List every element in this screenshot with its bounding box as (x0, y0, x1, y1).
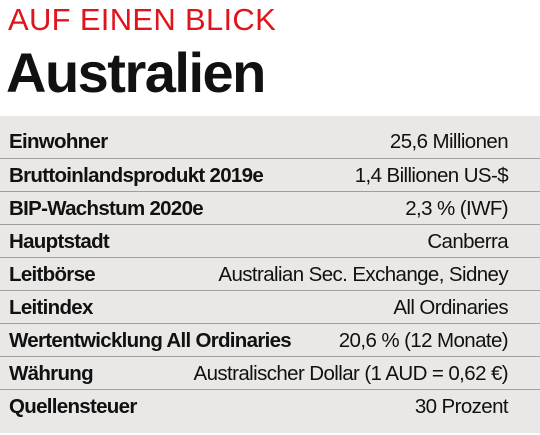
fact-label: Leitindex (9, 295, 93, 319)
fact-label: Bruttoinlandsprodukt 2019e (9, 163, 264, 187)
fact-row-einwohner: Einwohner 25,6 Millionen (0, 125, 540, 159)
fact-value: Australischer Dollar (1 AUD = 0,62 €) (193, 361, 509, 385)
fact-row-index: Leitindex All Ordinaries (0, 290, 540, 324)
fact-label: Quellensteuer (9, 394, 137, 418)
fact-label: Hauptstadt (9, 229, 110, 253)
fact-label: BIP-Wachstum 2020e (9, 196, 204, 220)
fact-value: All Ordinaries (393, 295, 508, 319)
fact-row-gdp: Bruttoinlandsprodukt 2019e 1,4 Billionen… (0, 158, 540, 192)
fact-value: Australian Sec. Exchange, Sidney (218, 262, 508, 286)
fact-value: 2,3 % (IWF) (405, 196, 508, 220)
fact-label: Währung (9, 361, 94, 385)
section-kicker: AUF EINEN BLICK (8, 2, 277, 37)
fact-label: Einwohner (9, 130, 108, 153)
fact-value: 20,6 % (12 Monate) (338, 328, 509, 352)
fact-value: 30 Prozent (414, 394, 509, 418)
fact-row-currency: Währung Australischer Dollar (1 AUD = 0,… (0, 356, 540, 390)
fact-row-capital: Hauptstadt Canberra (0, 224, 540, 258)
fact-row-gdp-growth: BIP-Wachstum 2020e 2,3 % (IWF) (0, 191, 540, 225)
fact-label: Wertentwicklung All Ordinaries (9, 328, 292, 352)
fact-value: 1,4 Billionen US-$ (354, 163, 509, 187)
page-title: Australien (6, 41, 266, 104)
fact-row-index-performance: Wertentwicklung All Ordinaries 20,6 % (1… (0, 323, 540, 357)
fact-label: Leitbörse (9, 262, 96, 286)
facts-table: Einwohner 25,6 Millionen Bruttoinlandspr… (0, 116, 540, 433)
fact-value: 25,6 Millionen (389, 130, 509, 153)
fact-row-withholding-tax: Quellensteuer 30 Prozent (0, 389, 540, 423)
fact-value: Canberra (427, 229, 508, 253)
fact-row-stock-exchange: Leitbörse Australian Sec. Exchange, Sidn… (0, 257, 540, 291)
